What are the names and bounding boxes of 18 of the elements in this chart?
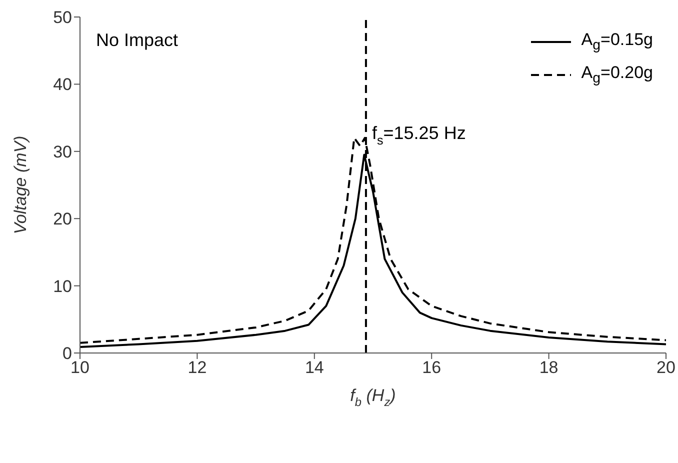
legend-label: A$_{g}$=0.15g [581, 30, 653, 54]
annotation: f$_{s}$=15.25 Hz [372, 123, 466, 148]
x-axis-title: f$_{b}$ (H$_{z}$) [350, 386, 396, 410]
y-tick-label: 20 [53, 210, 72, 229]
y-tick-label: 30 [53, 142, 72, 162]
x-tick-label: 14 [304, 358, 324, 378]
annotation: No Impact [96, 30, 178, 51]
x-tick-label: 12 [188, 358, 207, 378]
x-tick-label: 18 [539, 358, 558, 378]
x-tick-label: 16 [422, 358, 442, 378]
y-tick-label: 50 [53, 8, 72, 28]
x-tick-label: 20 [656, 358, 676, 378]
y-tick-label: 0 [62, 344, 72, 364]
legend-label: A$_{g}$=0.20g [581, 63, 653, 87]
y-axis-title: Voltage (mV) [11, 136, 30, 234]
x-tick-label: 10 [70, 358, 90, 378]
y-tick-label: 40 [53, 75, 72, 94]
y-tick-label: 10 [53, 276, 72, 296]
